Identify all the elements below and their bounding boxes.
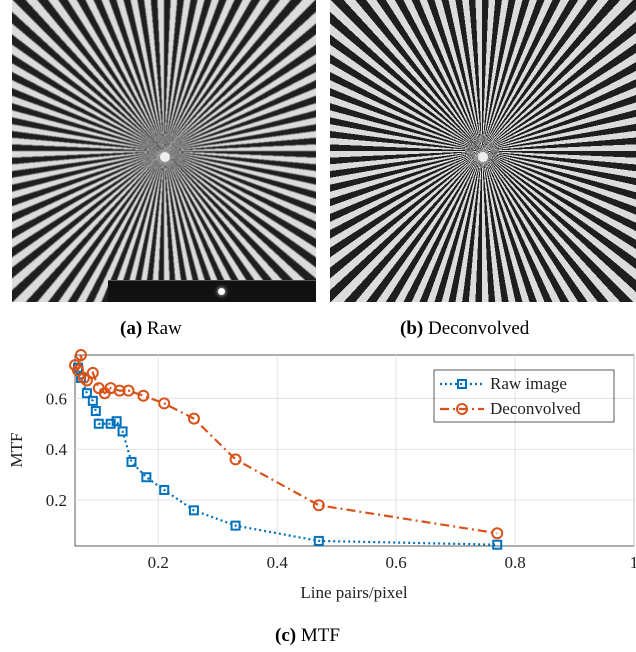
caption-text: MTF bbox=[300, 625, 340, 646]
marker bbox=[69, 359, 81, 372]
marker bbox=[87, 395, 98, 406]
siemens-star bbox=[330, 0, 636, 302]
legend-label: Raw image bbox=[490, 374, 567, 393]
legend-label: Deconvolved bbox=[490, 399, 581, 418]
x-tick-label: 0.6 bbox=[386, 553, 407, 572]
caption-text: Deconvolved bbox=[427, 318, 530, 339]
marker bbox=[104, 382, 117, 395]
marker bbox=[74, 349, 87, 361]
psf-inset bbox=[108, 280, 316, 302]
y-tick-label: 0.4 bbox=[46, 440, 68, 459]
marker bbox=[113, 384, 126, 397]
marker bbox=[159, 484, 170, 495]
y-tick-label: 0.6 bbox=[46, 389, 67, 408]
marker bbox=[230, 520, 241, 531]
marker bbox=[491, 527, 504, 540]
caption-label: (b) bbox=[400, 318, 424, 339]
siemens-star bbox=[12, 0, 316, 302]
marker bbox=[90, 406, 101, 417]
legend-marker bbox=[457, 379, 467, 389]
marker bbox=[80, 374, 93, 387]
caption-a: (a) Raw bbox=[120, 318, 182, 340]
marker bbox=[229, 453, 242, 466]
marker bbox=[75, 372, 86, 383]
y-tick-label: 0.2 bbox=[46, 491, 67, 510]
x-tick-label: 0.2 bbox=[148, 553, 169, 572]
caption-label: (a) bbox=[120, 318, 143, 339]
marker bbox=[137, 389, 150, 402]
marker bbox=[122, 384, 135, 397]
marker bbox=[492, 539, 503, 550]
caption-b: (b) Deconvolved bbox=[400, 318, 529, 340]
raw-image bbox=[12, 0, 316, 302]
marker bbox=[141, 472, 152, 483]
marker bbox=[72, 362, 83, 373]
legend-marker bbox=[456, 403, 468, 415]
marker bbox=[86, 366, 99, 379]
marker bbox=[71, 364, 84, 377]
center bbox=[478, 152, 488, 162]
y-axis-label: MTF bbox=[7, 433, 26, 468]
psf-spot bbox=[218, 288, 225, 295]
x-tick-label: 1 bbox=[630, 553, 636, 572]
legend-box bbox=[433, 369, 615, 423]
marker bbox=[81, 388, 92, 399]
plot-area bbox=[74, 354, 635, 547]
marker bbox=[98, 387, 111, 400]
x-tick-label: 0.4 bbox=[267, 553, 289, 572]
marker bbox=[111, 416, 122, 427]
caption-label: (c) bbox=[275, 625, 297, 646]
caption-text: Raw bbox=[146, 318, 182, 339]
marker bbox=[313, 535, 324, 546]
deconvolved-image bbox=[330, 0, 636, 302]
center bbox=[160, 152, 170, 162]
marker bbox=[126, 456, 137, 467]
marker bbox=[312, 499, 325, 512]
x-tick-label: 0.8 bbox=[504, 553, 525, 572]
marker bbox=[93, 418, 104, 429]
marker bbox=[158, 397, 171, 410]
marker bbox=[92, 382, 105, 395]
x-axis-label: Line pairs/pixel bbox=[300, 583, 407, 602]
marker bbox=[117, 426, 128, 437]
marker bbox=[105, 418, 116, 429]
marker bbox=[188, 505, 199, 516]
marker bbox=[187, 412, 200, 425]
marker bbox=[77, 371, 90, 384]
caption-c: (c) MTF bbox=[275, 625, 340, 647]
series-line bbox=[74, 354, 498, 535]
series-line bbox=[76, 367, 498, 546]
